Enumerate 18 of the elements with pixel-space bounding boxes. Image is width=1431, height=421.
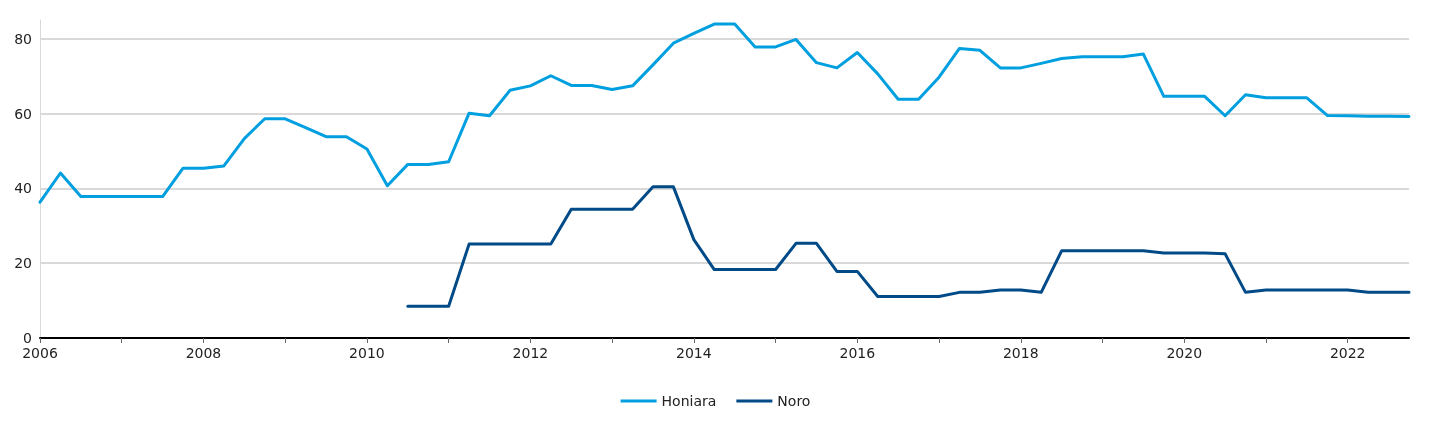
x-tick-label: 2006 [22, 345, 58, 361]
x-tick-label: 2014 [676, 345, 712, 361]
line-series [38, 22, 1411, 204]
y-tick-label: 60 [14, 105, 32, 122]
x-tick-label: 2016 [839, 345, 876, 361]
x-tick-label: 2022 [1329, 345, 1366, 361]
line-series [406, 185, 1411, 308]
y-tick-label: 20 [14, 255, 32, 272]
x-tick-label: 2018 [1002, 345, 1039, 361]
y-tick-label: 80 [14, 30, 32, 47]
legend-label: Honiara [661, 393, 717, 409]
legend-label: Noro [777, 393, 811, 409]
x-tick-label: 2008 [185, 345, 222, 361]
x-tick-label: 2010 [349, 345, 385, 361]
y-tick-label: 40 [14, 180, 32, 197]
x-tick-label: 2012 [512, 345, 549, 361]
y-tick-label: 0 [23, 330, 32, 346]
x-tick-label: 2020 [1166, 345, 1203, 361]
